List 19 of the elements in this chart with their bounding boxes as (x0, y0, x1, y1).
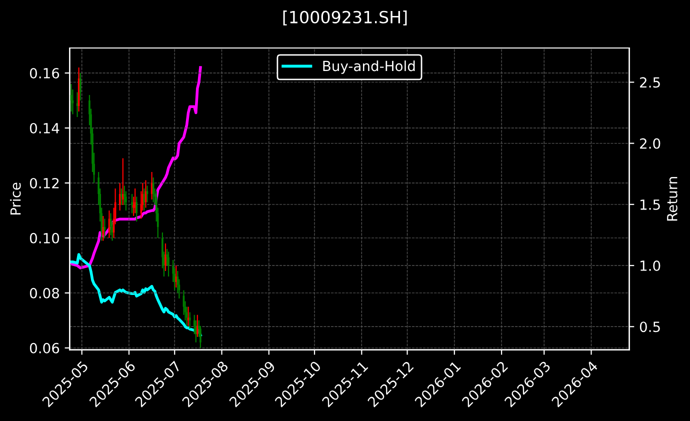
line-series (70, 66, 202, 270)
y2-tick-label: 0.5 (640, 322, 660, 332)
legend-label: Buy-and-Hold (323, 60, 415, 74)
y2-tick-label: 1.5 (640, 200, 660, 210)
y-tick-label: 0.16 (30, 68, 60, 78)
candlestick (131, 193, 133, 214)
candlestick (164, 242, 166, 272)
y-tick-label: 0.08 (30, 288, 60, 298)
y2-tick-label: 2.5 (640, 77, 660, 88)
y2-tick-label: 1.0 (640, 260, 660, 271)
y-tick-label: 0.12 (30, 178, 59, 188)
y-tick-label: 0.06 (30, 342, 60, 354)
chart-title: [10009231.SH] (283, 10, 407, 26)
y2-tick-label: 2.0 (640, 138, 660, 149)
y-tick-label: 0.10 (30, 232, 60, 244)
y-axis-title: Price (10, 182, 21, 214)
y-tick-label: 0.14 (30, 122, 60, 134)
candlestick (136, 196, 138, 222)
y2-axis-title: Return (667, 177, 678, 221)
